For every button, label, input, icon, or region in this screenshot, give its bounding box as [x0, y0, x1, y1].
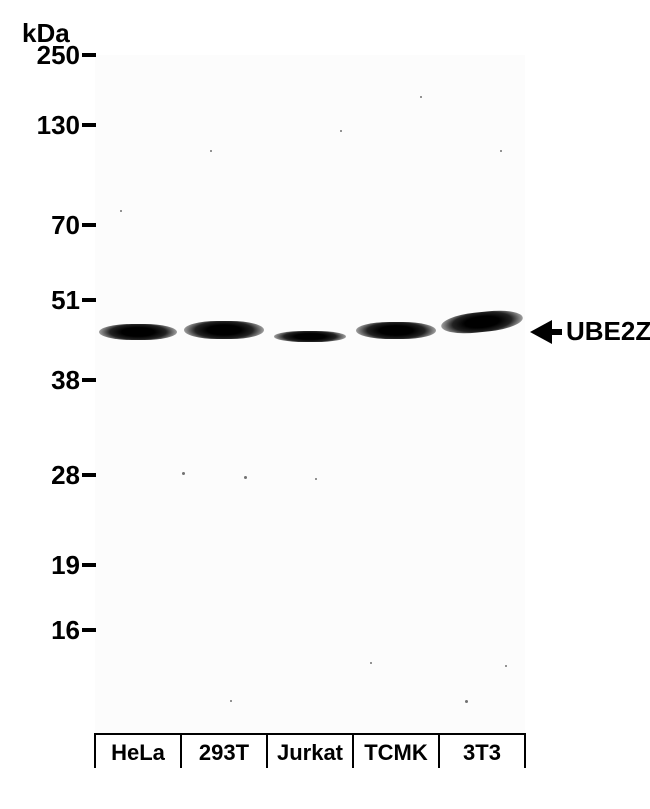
y-tick-mark	[82, 53, 96, 57]
blot-membrane	[95, 55, 525, 735]
protein-band	[99, 324, 177, 340]
film-speck	[182, 472, 185, 475]
lane-baseline	[95, 733, 525, 735]
arrow-head-icon	[530, 320, 552, 344]
film-speck	[465, 700, 468, 703]
film-speck	[370, 662, 372, 664]
film-speck	[500, 150, 502, 152]
film-speck	[420, 96, 422, 98]
protein-band	[356, 322, 436, 339]
protein-band	[274, 331, 346, 342]
y-tick-mark	[82, 123, 96, 127]
y-tick-mark	[82, 628, 96, 632]
lane-label: 293T	[174, 740, 274, 766]
y-tick-mark	[82, 563, 96, 567]
lane-label: 3T3	[432, 740, 532, 766]
blot-figure: kDa 250130705138281916 HeLa293TJurkatTCM…	[0, 0, 650, 809]
lane-label: Jurkat	[260, 740, 360, 766]
target-protein-label: UBE2Z	[566, 316, 650, 347]
lane-label: HeLa	[88, 740, 188, 766]
arrow-shaft	[552, 329, 562, 335]
film-speck	[120, 210, 122, 212]
y-tick-label: 38	[0, 365, 80, 396]
y-tick-mark	[82, 378, 96, 382]
y-tick-label: 51	[0, 285, 80, 316]
lane-label: TCMK	[346, 740, 446, 766]
film-speck	[505, 665, 507, 667]
y-tick-mark	[82, 298, 96, 302]
film-speck	[230, 700, 232, 702]
film-speck	[340, 130, 342, 132]
y-tick-label: 70	[0, 210, 80, 241]
film-speck	[315, 478, 317, 480]
y-tick-label: 130	[0, 110, 80, 141]
y-tick-mark	[82, 473, 96, 477]
y-tick-label: 19	[0, 550, 80, 581]
film-speck	[210, 150, 212, 152]
y-tick-label: 28	[0, 460, 80, 491]
target-arrow: UBE2Z	[530, 316, 650, 347]
film-speck	[244, 476, 247, 479]
y-tick-label: 16	[0, 615, 80, 646]
y-tick-label: 250	[0, 40, 80, 71]
y-tick-mark	[82, 223, 96, 227]
protein-band	[184, 321, 264, 339]
